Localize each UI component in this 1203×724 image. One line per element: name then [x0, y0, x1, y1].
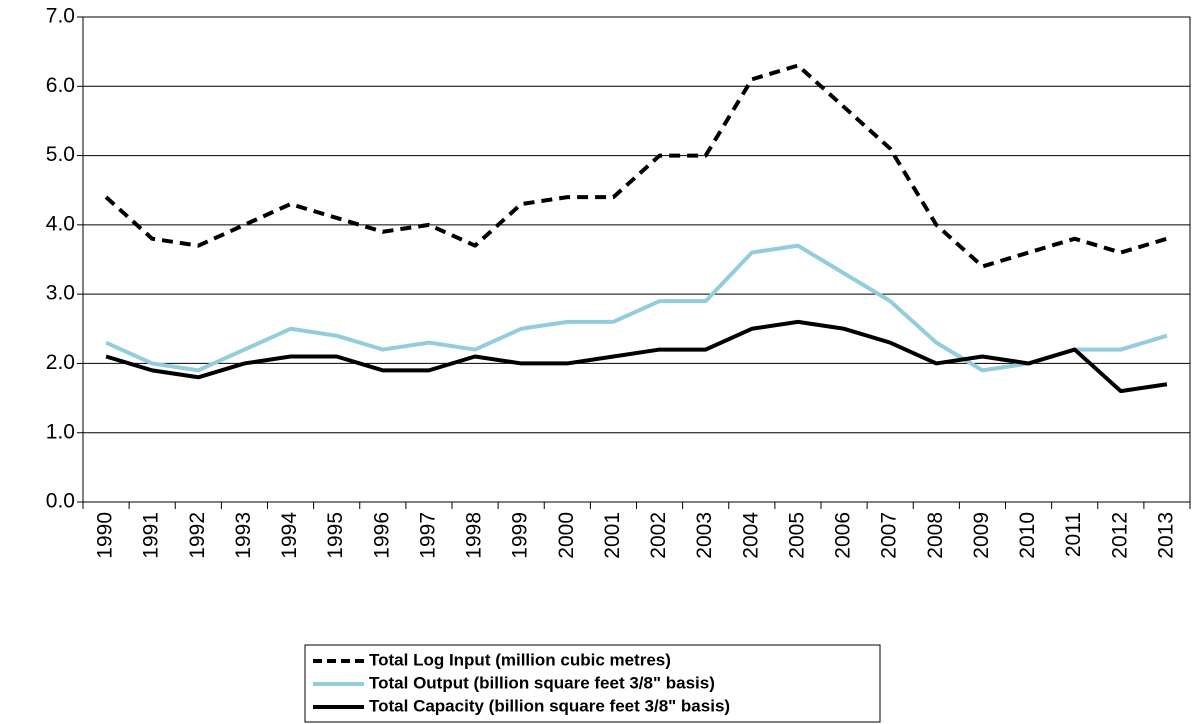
x-tick-label: 2009 [970, 512, 993, 559]
x-tick-label: 1999 [509, 512, 532, 559]
y-tick-label: 6.0 [46, 74, 75, 97]
x-tick-label: 2004 [739, 512, 762, 559]
x-tick-label: 1998 [463, 512, 486, 559]
x-tick-label: 2008 [924, 512, 947, 559]
x-tick-label: 1992 [186, 512, 209, 559]
y-tick-label: 1.0 [46, 420, 75, 443]
plot-border [82, 16, 1191, 503]
legend-label: Total Output (billion square feet 3/8" b… [369, 673, 715, 692]
series-line [104, 63, 1168, 269]
legend-box [304, 644, 881, 723]
y-tick-label: 0.0 [46, 490, 75, 513]
x-tick-label: 2003 [693, 512, 716, 559]
x-tick-label: 1995 [324, 512, 347, 559]
x-tick-label: 1997 [416, 512, 439, 559]
x-tick-label: 2001 [601, 512, 624, 559]
x-tick-label: 2005 [785, 512, 808, 559]
y-tick-label: 3.0 [46, 282, 75, 305]
x-tick-label: 2010 [1016, 512, 1039, 559]
x-tick-label: 2006 [832, 512, 855, 559]
y-tick-label: 4.0 [46, 212, 75, 235]
legend-label: Total Capacity (billion square feet 3/8"… [369, 696, 730, 715]
x-tick-label: 2011 [1062, 512, 1085, 557]
y-tick-label: 2.0 [46, 351, 75, 374]
x-tick-label: 1994 [278, 512, 301, 559]
x-tick-label: 2012 [1108, 512, 1131, 559]
x-tick-label: 2013 [1154, 512, 1177, 559]
y-tick-label: 5.0 [46, 143, 75, 166]
x-tick-label: 1996 [370, 512, 393, 559]
x-tick-label: 1993 [232, 512, 255, 559]
x-tick-label: 1991 [140, 512, 163, 559]
x-tick-label: 2000 [555, 512, 578, 559]
x-tick-label: 1990 [94, 512, 117, 559]
x-tick-label: 2002 [647, 512, 670, 559]
legend-label: Total Log Input (million cubic metres) [369, 650, 671, 669]
series-line [105, 243, 1168, 373]
x-tick-label: 2007 [878, 512, 901, 559]
y-tick-label: 7.0 [46, 5, 75, 28]
series-line [105, 319, 1168, 394]
